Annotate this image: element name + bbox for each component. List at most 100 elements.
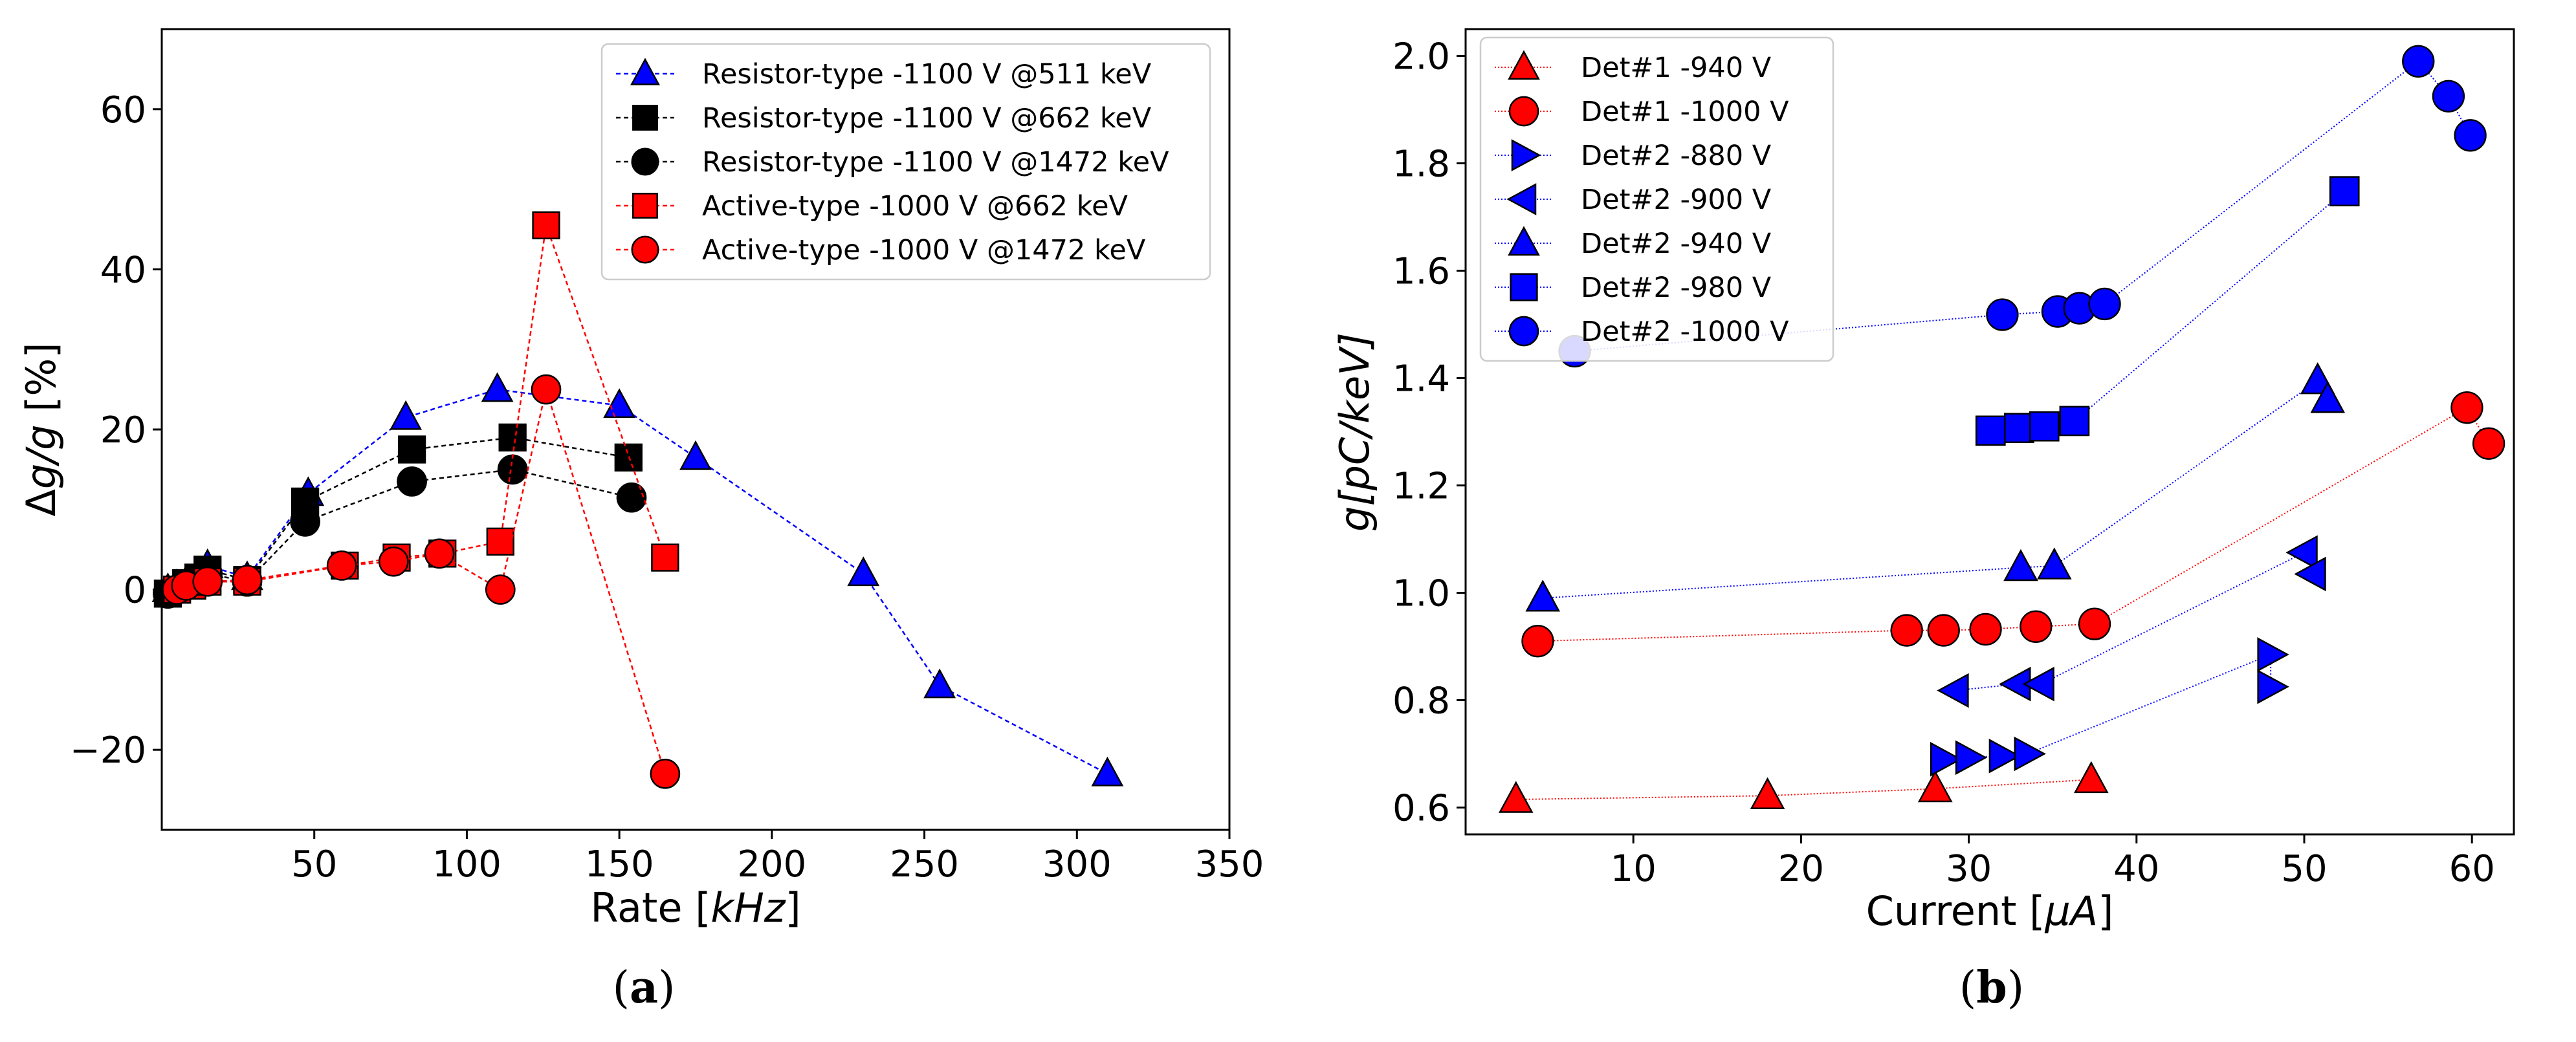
data-point: [2078, 607, 2111, 640]
data-point: [614, 443, 643, 472]
panel-b-chart: 0.6 0.8 1.0 1.2 1.4 1.6 1.8 2.0 10 20 30 40 50 60 Cu…: [1331, 28, 2515, 1014]
legend-label: Det#2 -1000 V: [1581, 316, 1789, 348]
data-point: [1521, 625, 1554, 658]
data-point: [2472, 427, 2505, 460]
panel-a-y-axis-label-text: Δ: [17, 489, 65, 516]
series-line: [177, 386, 666, 774]
series-5: [1525, 362, 2346, 612]
data-point: [2310, 381, 2346, 413]
legend-label: Det#2 -900 V: [1581, 184, 1772, 216]
series-3: [1930, 637, 2289, 777]
legend-marker: [631, 147, 659, 176]
data-point: [1525, 580, 1561, 612]
data-point: [424, 538, 455, 569]
x-tick-label: 60: [2449, 848, 2495, 890]
x-tick-label: 350: [1195, 843, 1264, 885]
data-point: [532, 211, 560, 239]
series-line: [1537, 406, 2489, 642]
y-tick-label: 20: [100, 409, 146, 451]
data-point: [1927, 614, 1960, 647]
legend-entry: Det#2 -940 V: [1495, 226, 1772, 260]
series-5: [162, 374, 681, 789]
data-point: [1988, 739, 2021, 774]
panel-a-chart: −20 0 20 40 60 50 100 150 200 250 300 350 Rate [kH…: [17, 28, 1264, 1014]
panel-a-y-axis-label-unit: g/g: [17, 424, 65, 489]
data-point: [1975, 415, 2006, 446]
data-point: [2257, 637, 2289, 672]
data-point: [2036, 547, 2072, 580]
series-1: [1498, 761, 2109, 813]
data-point: [2088, 287, 2121, 321]
data-point: [1917, 770, 1953, 803]
x-tick-label: 30: [1946, 848, 1992, 890]
legend-frame: [600, 43, 1211, 281]
legend-label: Resistor-type -1100 V @662 keV: [702, 102, 1152, 135]
data-point: [1890, 614, 1923, 647]
panel-a-y-axis-label: Δg/g [%]: [17, 342, 65, 516]
panel-b-x-axis-label-unit: μA: [2044, 887, 2098, 935]
data-point: [2285, 535, 2318, 570]
series-line: [1543, 380, 2329, 599]
legend-label: Active-type -1000 V @1472 keV: [702, 234, 1146, 266]
legend-marker: [1511, 139, 1541, 171]
legend-label: Det#1 -1000 V: [1581, 96, 1789, 128]
data-point: [1930, 741, 1963, 777]
data-point: [1750, 777, 1785, 809]
x-tick-label: 50: [291, 843, 337, 885]
legend-entry: Resistor-type -1100 V @1472 keV: [616, 146, 1169, 179]
legend-entry: Det#2 -880 V: [1495, 139, 1772, 172]
data-point: [847, 556, 880, 587]
panel-b-x-ticks: 10 20 30 40 50 60: [1611, 834, 2495, 890]
panel-b-legend: Det#1 -940 V Det#1 -1000 V Det#2 -880 V Det…: [1479, 36, 1834, 362]
data-point: [2022, 666, 2054, 702]
series-1: [151, 372, 1124, 787]
data-point: [2059, 406, 2090, 437]
legend-marker: [1508, 226, 1540, 256]
data-point: [485, 574, 516, 605]
data-point: [616, 482, 647, 513]
data-point: [1091, 756, 1124, 787]
panel-a-x-axis-label-unit: kHz: [710, 884, 786, 931]
panel-b-plot-frame: [1464, 28, 2515, 836]
panel-b-x-axis-label-close: ]: [2098, 887, 2113, 935]
legend-label: Resistor-type -1100 V @1472 keV: [702, 146, 1169, 179]
legend-marker: [632, 105, 658, 131]
data-point: [2454, 119, 2487, 152]
panel-a-y-axis-label-close: [%]: [17, 342, 65, 424]
data-point: [2003, 548, 2038, 581]
panel-b-x-axis-label-text: Current [: [1866, 887, 2045, 935]
series-7: [1558, 45, 2487, 368]
panel-a-x-axis-label-close: ]: [785, 884, 800, 931]
data-point: [2029, 411, 2060, 442]
panel-a-x-ticks: 50 100 150 200 250 300 350: [291, 830, 1264, 885]
data-point: [679, 440, 712, 470]
series-2: [153, 423, 643, 608]
data-point: [2014, 736, 2046, 772]
y-tick-label: 1.6: [1393, 251, 1450, 293]
data-point: [1986, 298, 2019, 331]
data-point: [2257, 669, 2289, 704]
legend-label: Det#2 -880 V: [1581, 140, 1772, 172]
data-point: [650, 759, 681, 789]
legend-label: Det#2 -940 V: [1581, 228, 1772, 260]
data-point: [397, 466, 427, 497]
data-point: [326, 550, 357, 581]
legend-marker: [632, 193, 658, 219]
data-point: [651, 543, 679, 572]
panel-a-legend: Resistor-type -1100 V @511 keV Resistor-t…: [600, 43, 1211, 281]
y-tick-label: 1.8: [1393, 144, 1450, 186]
y-tick-label: 40: [100, 249, 146, 291]
y-tick-label: 1.2: [1393, 466, 1450, 508]
y-tick-label: −20: [70, 730, 146, 772]
x-tick-label: 200: [737, 843, 806, 885]
legend-frame: [1479, 36, 1834, 362]
legend-marker: [1508, 96, 1539, 127]
data-point: [2020, 610, 2053, 643]
data-point: [378, 546, 409, 577]
legend-marker: [631, 235, 659, 264]
series-line: [167, 468, 632, 594]
data-point: [2074, 761, 2109, 794]
panel-a-caption: (a): [612, 962, 675, 1014]
data-point: [603, 388, 636, 418]
